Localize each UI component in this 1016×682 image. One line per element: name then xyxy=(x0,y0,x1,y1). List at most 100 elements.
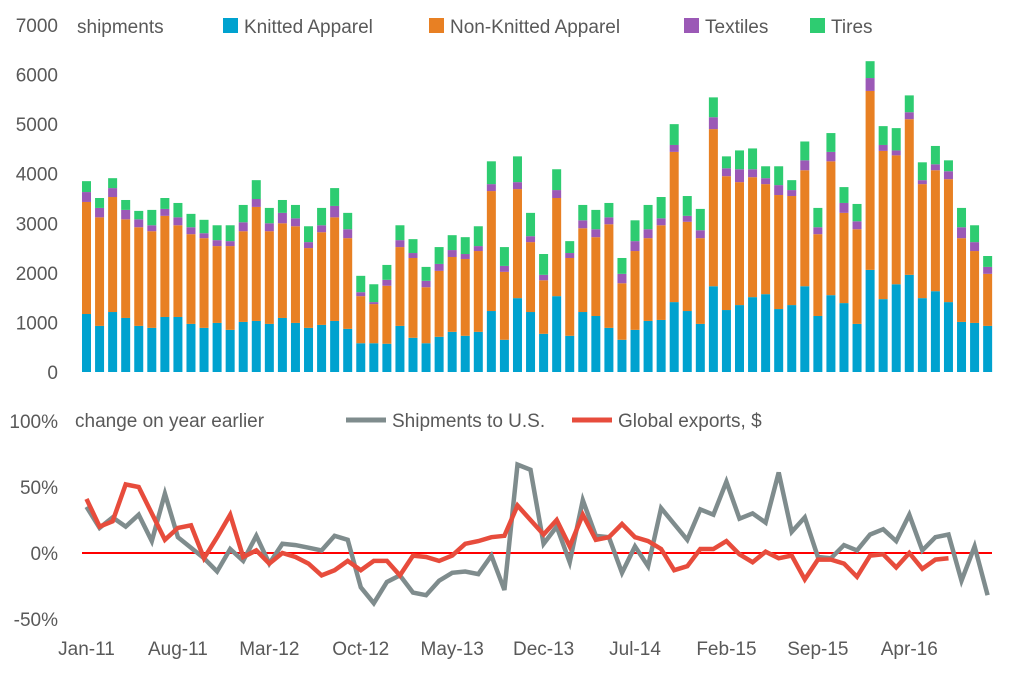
bar-segment-tires xyxy=(421,266,431,281)
bar-segment-non-knitted-apparel xyxy=(160,215,170,317)
bar-segment-textiles xyxy=(512,182,522,190)
legend-swatch-textiles xyxy=(684,18,699,33)
bar-segment-non-knitted-apparel xyxy=(643,238,653,321)
bar-segment-tires xyxy=(957,207,967,228)
bar-segment-knitted-apparel xyxy=(787,305,797,372)
bar-segment-tires xyxy=(225,225,235,242)
bar-segment-non-knitted-apparel xyxy=(486,191,496,312)
bar-segment-textiles xyxy=(499,265,509,272)
bar-segment-textiles xyxy=(277,212,287,224)
bar-segment-knitted-apparel xyxy=(317,324,327,372)
bar-segment-textiles xyxy=(330,205,340,218)
bar-segment-non-knitted-apparel xyxy=(108,197,118,313)
bar-segment-tires xyxy=(408,239,418,254)
bar-segment-knitted-apparel xyxy=(839,303,849,372)
bar-segment-textiles xyxy=(721,168,731,177)
bar-segment-textiles xyxy=(473,246,483,252)
bar-segment-textiles xyxy=(212,240,222,247)
bar-segment-textiles xyxy=(121,209,131,220)
bar-segment-tires xyxy=(669,124,679,145)
bar-segment-tires xyxy=(199,219,209,234)
bar-segment-textiles xyxy=(264,223,274,232)
bar-segment-tires xyxy=(147,209,157,226)
bar-segment-non-knitted-apparel xyxy=(95,217,105,326)
bar-segment-non-knitted-apparel xyxy=(251,206,261,321)
bar-segment-knitted-apparel xyxy=(774,309,784,372)
bar-segment-textiles xyxy=(813,227,823,235)
bar-segment-knitted-apparel xyxy=(277,317,287,372)
bar-segment-textiles xyxy=(669,144,679,152)
bar-segment-non-knitted-apparel xyxy=(957,238,967,322)
bar-segment-knitted-apparel xyxy=(121,317,131,372)
bar-segment-textiles xyxy=(160,208,170,216)
bar-segment-textiles xyxy=(317,225,327,233)
bar-segment-textiles xyxy=(643,229,653,239)
bar-segment-tires xyxy=(878,126,888,145)
bar-segment-non-knitted-apparel xyxy=(891,155,901,285)
bar-segment-textiles xyxy=(251,198,261,207)
bar-segment-tires xyxy=(499,247,509,266)
bar-segment-knitted-apparel xyxy=(408,337,418,372)
bar-segment-knitted-apparel xyxy=(264,323,274,372)
bar-segment-textiles xyxy=(304,242,314,249)
bar-segment-textiles xyxy=(578,220,588,229)
bar-segment-knitted-apparel xyxy=(173,316,183,372)
bar-segment-non-knitted-apparel xyxy=(904,119,914,275)
bar-segment-textiles xyxy=(839,202,849,213)
bar-segment-knitted-apparel xyxy=(591,315,601,372)
bar-segment-tires xyxy=(643,204,653,230)
bar-segment-non-knitted-apparel xyxy=(134,227,144,326)
bar-segment-knitted-apparel xyxy=(970,322,980,372)
bar-segment-textiles xyxy=(761,178,771,185)
legend-swatch-knitted xyxy=(223,18,238,33)
bar-segment-knitted-apparel xyxy=(147,327,157,372)
x-tick-label: Dec-13 xyxy=(513,639,574,660)
bar-segment-tires xyxy=(943,160,953,172)
bar-segment-textiles xyxy=(343,229,353,239)
bar-segment-non-knitted-apparel xyxy=(317,232,327,325)
legend-label-knitted: Knitted Apparel xyxy=(244,17,373,38)
bar-segment-textiles xyxy=(695,230,705,239)
legend-label-tires: Tires xyxy=(831,17,873,38)
bar-segment-non-knitted-apparel xyxy=(421,287,431,344)
bar-segment-tires xyxy=(970,225,980,243)
bar-segment-textiles xyxy=(460,254,470,259)
bar-segment-non-knitted-apparel xyxy=(735,182,744,306)
y-tick-label: -50% xyxy=(14,610,58,631)
bar-segment-knitted-apparel xyxy=(356,343,366,372)
bar-segment-tires xyxy=(813,207,823,228)
bar-segment-textiles xyxy=(225,241,235,247)
bar-segment-knitted-apparel xyxy=(565,335,575,372)
bar-segment-knitted-apparel xyxy=(943,302,953,372)
bar-segment-non-knitted-apparel xyxy=(839,212,849,304)
bar-segment-knitted-apparel xyxy=(486,311,496,372)
legend-swatch-tires xyxy=(810,18,825,33)
bar-segment-tires xyxy=(290,204,300,219)
bar-segment-textiles xyxy=(95,207,105,218)
bar-segment-knitted-apparel xyxy=(290,322,300,372)
bar-segment-knitted-apparel xyxy=(330,320,340,372)
bar-segment-tires xyxy=(382,264,392,280)
bar-segment-tires xyxy=(251,180,261,199)
bar-segment-textiles xyxy=(82,192,91,202)
bar-segment-tires xyxy=(82,181,91,193)
stacked-bars xyxy=(82,61,993,372)
bar-segment-tires xyxy=(486,161,496,185)
bar-segment-textiles xyxy=(382,279,392,286)
bar-segment-textiles xyxy=(630,241,640,252)
bar-segment-knitted-apparel xyxy=(539,333,549,372)
bar-segment-textiles xyxy=(748,169,758,178)
bar-segment-tires xyxy=(917,162,927,181)
bar-segment-knitted-apparel xyxy=(473,331,483,372)
bar-segment-tires xyxy=(95,198,105,208)
bar-segment-tires xyxy=(930,145,940,165)
legend-label-exports: Global exports, $ xyxy=(618,411,762,432)
bar-segment-textiles xyxy=(617,273,627,284)
bar-segment-tires xyxy=(264,207,274,224)
legend-label-shipments: Shipments to U.S. xyxy=(392,411,545,432)
bar-segment-non-knitted-apparel xyxy=(238,231,248,322)
bar-segment-textiles xyxy=(134,219,144,228)
bar-segment-non-knitted-apparel xyxy=(82,201,91,315)
bar-segment-knitted-apparel xyxy=(656,319,666,372)
bar-segment-tires xyxy=(617,257,627,274)
